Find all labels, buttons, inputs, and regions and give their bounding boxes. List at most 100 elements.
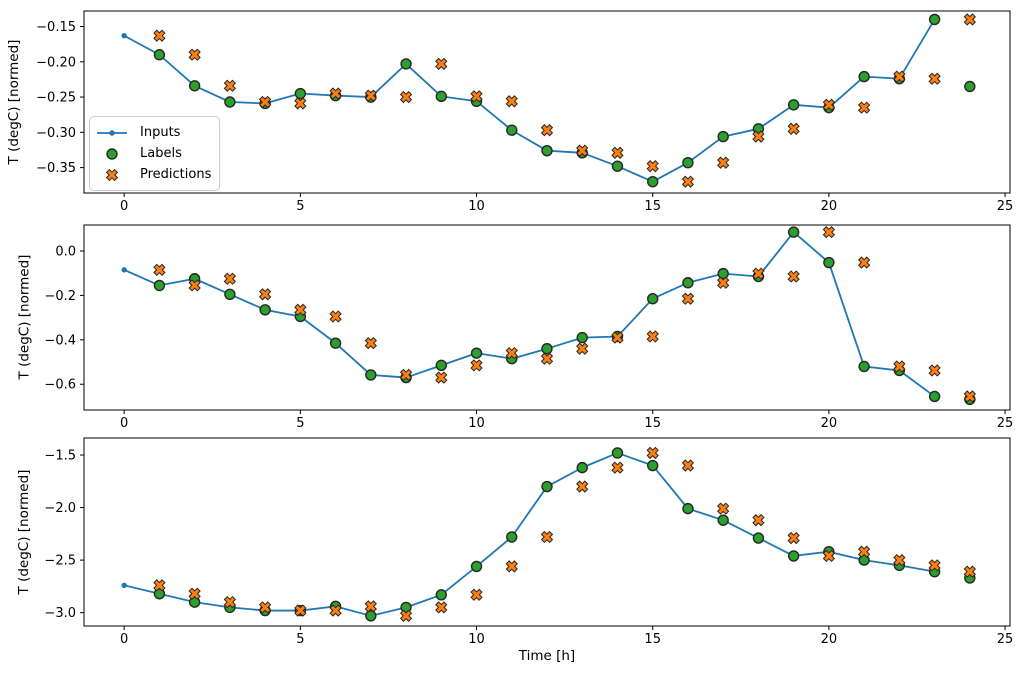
labels-marker: [611, 447, 624, 459]
predictions-marker: [611, 461, 624, 474]
labels-marker: [787, 99, 800, 111]
labels-marker: [717, 130, 729, 143]
inputs-point: [121, 582, 127, 589]
x-tick-label: 20: [821, 632, 838, 647]
predictions-marker: [364, 89, 377, 102]
predictions-marker: [681, 459, 695, 472]
labels-marker: [964, 80, 976, 93]
y-tick-label: −2.5: [44, 554, 76, 569]
predictions-marker: [294, 97, 307, 110]
labels-marker: [787, 550, 800, 562]
y-tick-label: −3.0: [44, 606, 76, 621]
y-tick-label: 0.0: [55, 244, 76, 259]
x-tick-label: 20: [821, 199, 838, 214]
predictions-marker: [223, 595, 237, 609]
x-axis-label: Time [h]: [518, 648, 576, 664]
labels-marker: [576, 461, 588, 474]
predictions-marker: [681, 175, 695, 188]
predictions-marker: [329, 310, 342, 323]
predictions-marker: [435, 371, 448, 384]
labels-marker: [365, 369, 377, 381]
y-tick-label: −0.35: [36, 161, 76, 176]
y-tick-label: −0.15: [36, 20, 76, 35]
predictions-marker: [505, 95, 518, 108]
predictions-marker: [223, 272, 237, 285]
legend-item-inputs: Inputs: [96, 122, 213, 143]
predictions-marker: [857, 101, 871, 114]
predictions-x-sample: [105, 168, 119, 181]
predictions-marker: [963, 13, 976, 26]
labels-marker: [435, 90, 447, 103]
labels-marker: [188, 80, 201, 92]
x-tick-label: 5: [296, 416, 304, 431]
predictions-marker: [258, 288, 272, 301]
labels-marker: [506, 124, 518, 136]
predictions-marker: [857, 545, 871, 558]
plot-border: [83, 437, 1011, 627]
labels-marker: [682, 277, 694, 289]
predictions-marker: [752, 267, 765, 280]
predictions-marker: [258, 601, 272, 614]
x-tick-label: 25: [997, 199, 1014, 214]
predictions-marker: [153, 263, 166, 277]
predictions-marker: [435, 57, 448, 71]
x-tick-label: 5: [296, 199, 304, 214]
y-tick-label: −1.5: [44, 449, 76, 464]
y-axis-label-bottom: T (degC) [normed]: [16, 469, 32, 595]
labels-marker: [224, 96, 236, 108]
predictions-marker: [294, 604, 307, 617]
predictions-marker: [928, 364, 941, 377]
labels-marker: [787, 226, 800, 238]
predictions-marker: [646, 330, 659, 343]
predictions-marker: [893, 553, 906, 567]
inputs-line: [123, 231, 936, 398]
predictions-marker: [505, 346, 518, 360]
labels-marker: [541, 343, 553, 355]
predictions-marker: [611, 331, 624, 344]
labels-marker: [647, 293, 659, 305]
predictions-marker: [470, 90, 483, 103]
x-tick-label: 0: [120, 199, 128, 214]
inputs-point: [121, 267, 127, 273]
predictions-marker: [646, 160, 659, 173]
labels-marker: [259, 304, 271, 316]
x-tick-label: 0: [120, 632, 128, 647]
x-tick-label: 15: [644, 416, 661, 431]
y-tick-label: −0.20: [36, 55, 76, 70]
labels-circle-sample: [106, 147, 118, 160]
inputs-point: [121, 32, 127, 39]
labels-marker: [928, 13, 941, 26]
labels-marker: [435, 359, 447, 372]
y-tick-label: −2.0: [44, 501, 76, 516]
labels-marker: [470, 347, 483, 359]
predictions-marker: [435, 601, 448, 614]
predictions-marker: [399, 90, 413, 104]
x-tick-label: 10: [468, 416, 485, 431]
labels-marker: [858, 70, 870, 83]
predictions-marker: [329, 604, 342, 617]
labels-marker: [224, 288, 236, 300]
labels-marker: [647, 459, 659, 472]
predictions-marker: [717, 502, 730, 515]
predictions-marker: [470, 359, 483, 372]
labels-marker: [541, 144, 553, 157]
x-tick-label: 10: [468, 632, 485, 647]
x-tick-label: 25: [997, 416, 1014, 431]
inputs-line-icon: [97, 129, 127, 136]
y-tick-label: −0.6: [44, 378, 76, 393]
predictions-marker: [822, 549, 836, 563]
predictions-marker: [752, 514, 765, 527]
predictions-marker: [893, 70, 906, 83]
labels-marker: [717, 514, 729, 526]
labels-marker: [294, 87, 307, 100]
plot-border: [83, 10, 1011, 194]
predictions-marker: [928, 559, 941, 572]
predictions-marker: [364, 600, 377, 613]
legend-label-inputs: Inputs: [140, 125, 181, 140]
labels-marker: [823, 256, 835, 269]
predictions-marker: [576, 144, 589, 157]
predictions-marker: [505, 560, 518, 573]
predictions-marker: [364, 337, 377, 350]
